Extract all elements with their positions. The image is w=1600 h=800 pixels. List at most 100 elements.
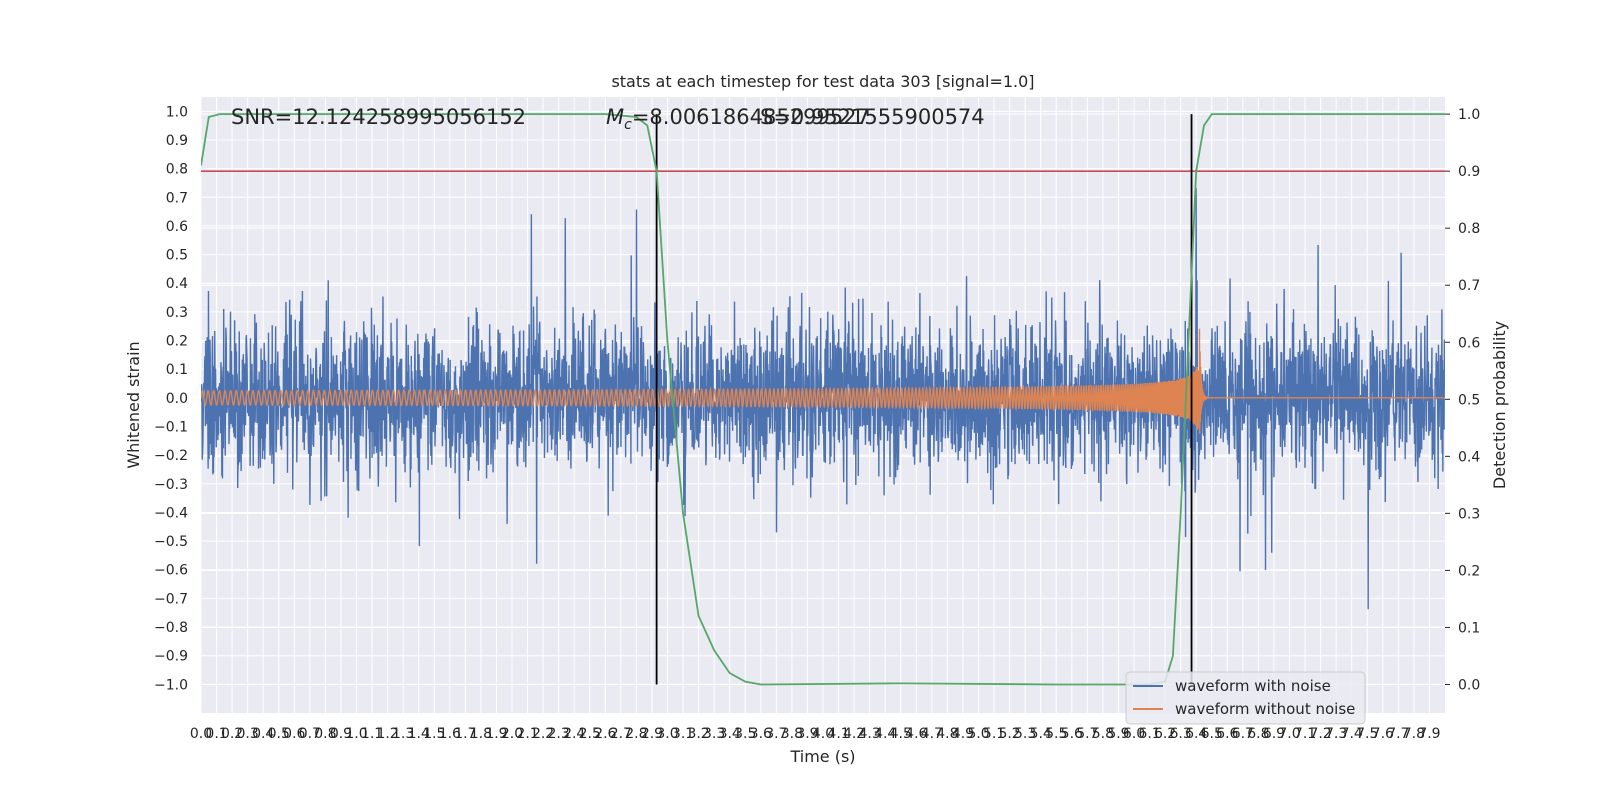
x-tick-label: 6.2 bbox=[1154, 726, 1176, 742]
x-tick-label: 6.6 bbox=[1216, 726, 1238, 742]
x-tick-label: 5.1 bbox=[983, 726, 1005, 742]
x-tick-label: 3.3 bbox=[703, 726, 725, 742]
x-tick-label: 7.5 bbox=[1356, 726, 1378, 742]
y-tick-label: 0.1 bbox=[166, 362, 188, 378]
x-axis-label: Time (s) bbox=[789, 747, 855, 766]
x-tick-label: 6.0 bbox=[1123, 726, 1145, 742]
x-tick-label: 0.6 bbox=[283, 726, 305, 742]
y2-tick-label: 0.5 bbox=[1458, 392, 1480, 408]
x-tick-label: 0.7 bbox=[299, 726, 321, 742]
y2-axis-label: Detection probability bbox=[1490, 321, 1509, 489]
x-tick-label: 0.1 bbox=[205, 726, 227, 742]
legend-box bbox=[1125, 671, 1366, 725]
x-tick-label: 4.2 bbox=[843, 726, 865, 742]
x-tick-label: 2.7 bbox=[610, 726, 632, 742]
x-tick-label: 4.1 bbox=[827, 726, 849, 742]
y-tick-label: 0.3 bbox=[166, 305, 188, 321]
x-tick-label: 7.3 bbox=[1325, 726, 1347, 742]
x-tick-label: 1.3 bbox=[392, 726, 414, 742]
y2-tick-label: 0.7 bbox=[1458, 278, 1480, 294]
x-tick-label: 4.6 bbox=[905, 726, 927, 742]
y-tick-label: −0.6 bbox=[154, 563, 188, 579]
x-tick-label: 1.4 bbox=[408, 726, 430, 742]
x-tick-label: 5.3 bbox=[1014, 726, 1036, 742]
x-tick-label: 5.7 bbox=[1076, 726, 1098, 742]
y-tick-label: 0.9 bbox=[166, 133, 188, 149]
y-tick-label: −0.7 bbox=[154, 591, 188, 607]
y-axis-label: Whitened strain bbox=[124, 341, 143, 468]
legend: waveform with noise waveform without noi… bbox=[1125, 671, 1366, 725]
x-tick-label: 7.4 bbox=[1341, 726, 1363, 742]
x-tick-label: 5.6 bbox=[1061, 726, 1083, 742]
y-tick-label: −0.9 bbox=[154, 649, 188, 665]
y2-tick-label: 0.3 bbox=[1458, 506, 1480, 522]
x-tick-label: 2.6 bbox=[594, 726, 616, 742]
x-tick-label: 7.9 bbox=[1418, 726, 1440, 742]
y2-tick-label: 0.8 bbox=[1458, 221, 1480, 237]
chart-title: stats at each timestep for test data 303… bbox=[611, 72, 1034, 91]
x-tick-label: 1.0 bbox=[345, 726, 367, 742]
y2-tick-label: 0.0 bbox=[1458, 677, 1480, 693]
x-tick-label: 5.4 bbox=[1030, 726, 1052, 742]
x-tick-label: 7.8 bbox=[1403, 726, 1425, 742]
x-tick-label: 2.9 bbox=[641, 726, 663, 742]
x-tick-label: 0.3 bbox=[237, 726, 259, 742]
plot-area bbox=[201, 113, 1445, 686]
y2-tick-label: 0.2 bbox=[1458, 563, 1480, 579]
chirp-mass-subscript: c bbox=[624, 117, 632, 133]
y-tick-label: 0.4 bbox=[166, 276, 188, 292]
x-tick-label: 2.3 bbox=[548, 726, 570, 742]
x-tick-label: 1.2 bbox=[376, 726, 398, 742]
y2-tick-label: 0.9 bbox=[1458, 164, 1480, 180]
noisy-waveform-line bbox=[201, 187, 1445, 610]
x-tick-label: 1.9 bbox=[485, 726, 507, 742]
y-tick-label: −0.2 bbox=[154, 448, 188, 464]
x-tick-label: 3.9 bbox=[796, 726, 818, 742]
y2-tick-label: 0.1 bbox=[1458, 620, 1480, 636]
x-tick-label: 1.8 bbox=[470, 726, 492, 742]
x-tick-label: 3.8 bbox=[781, 726, 803, 742]
x-tick-label: 4.8 bbox=[936, 726, 958, 742]
x-tick-label: 1.6 bbox=[439, 726, 461, 742]
y-tick-label: −0.1 bbox=[154, 419, 188, 435]
x-tick-label: 7.2 bbox=[1309, 726, 1331, 742]
y-tick-label: 0.2 bbox=[166, 334, 188, 350]
x-tick-label: 2.1 bbox=[516, 726, 538, 742]
y-tick-label: −0.8 bbox=[154, 620, 188, 636]
x-tick-label: 6.3 bbox=[1170, 726, 1192, 742]
x-tick-label: 4.4 bbox=[874, 726, 896, 742]
y-tick-label: −0.4 bbox=[154, 505, 188, 521]
x-tick-label: 3.6 bbox=[750, 726, 772, 742]
x-tick-label: 0.2 bbox=[221, 726, 243, 742]
x-tick-label: 6.7 bbox=[1232, 726, 1254, 742]
y2-tick-label: 0.4 bbox=[1458, 449, 1480, 465]
y-tick-label: −0.3 bbox=[154, 477, 188, 493]
x-tick-label: 3.7 bbox=[765, 726, 787, 742]
x-tick-label: 3.2 bbox=[687, 726, 709, 742]
legend-label-clean: waveform without noise bbox=[1175, 700, 1355, 718]
x-tick-label: 1.1 bbox=[361, 726, 383, 742]
x-tick-label: 0.9 bbox=[330, 726, 352, 742]
x-tick-label: 0.0 bbox=[190, 726, 212, 742]
x-tick-label: 0.4 bbox=[252, 726, 274, 742]
y2-tick-label: 0.6 bbox=[1458, 335, 1480, 351]
axes-ticks: 0.00.10.20.30.40.50.60.70.80.91.01.11.21… bbox=[154, 104, 1480, 742]
x-tick-label: 2.2 bbox=[532, 726, 554, 742]
x-tick-label: 2.5 bbox=[579, 726, 601, 742]
legend-label-noisy: waveform with noise bbox=[1175, 677, 1331, 695]
x-tick-label: 1.7 bbox=[454, 726, 476, 742]
x-tick-label: 3.4 bbox=[719, 726, 741, 742]
x-tick-label: 4.9 bbox=[952, 726, 974, 742]
clean-waveform-line bbox=[201, 328, 1445, 434]
x-tick-label: 7.7 bbox=[1387, 726, 1409, 742]
x-tick-label: 4.0 bbox=[812, 726, 834, 742]
x-tick-label: 2.8 bbox=[625, 726, 647, 742]
y-tick-label: 0.0 bbox=[166, 391, 188, 407]
chirp-mass-symbol: M bbox=[606, 105, 624, 129]
chirp-mass-annotation: Mc=8.006186485299527 bbox=[606, 105, 870, 133]
x-tick-label: 0.8 bbox=[314, 726, 336, 742]
x-tick-label: 0.5 bbox=[268, 726, 290, 742]
x-tick-label: 6.4 bbox=[1185, 726, 1207, 742]
x-tick-label: 6.5 bbox=[1201, 726, 1223, 742]
y-tick-label: 0.8 bbox=[166, 162, 188, 178]
